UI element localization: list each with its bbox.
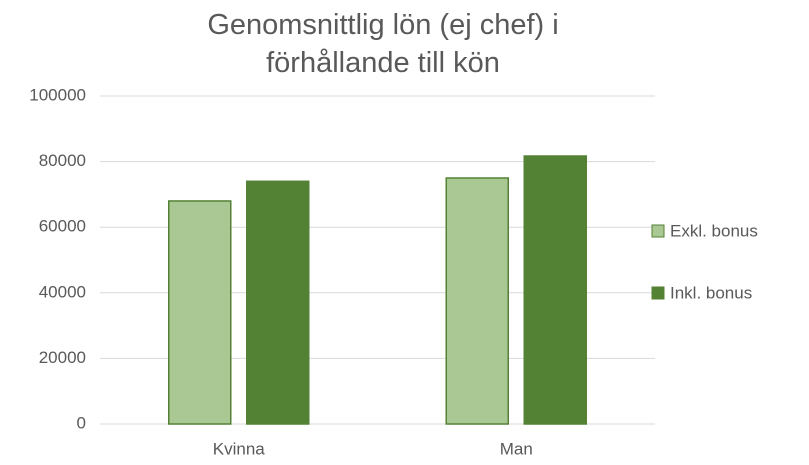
y-tick-label: 100000	[29, 85, 86, 104]
bar	[523, 155, 587, 425]
y-tick-label: 80000	[39, 151, 86, 170]
x-tick-label: Man	[500, 439, 533, 458]
y-tick-label: 0	[77, 413, 86, 432]
bar	[445, 177, 509, 425]
chart-title: Genomsnittlig lön (ej chef) i förhålland…	[207, 9, 559, 79]
bar	[246, 180, 310, 425]
x-tick-label: Kvinna	[213, 439, 266, 458]
legend-swatch	[651, 286, 665, 300]
y-tick-label: 20000	[39, 348, 86, 367]
legend-label: Inkl. bonus	[670, 283, 752, 302]
legend-label: Exkl. bonus	[670, 221, 758, 240]
y-tick-label: 40000	[39, 282, 86, 301]
legend-swatch	[651, 224, 665, 238]
bar	[168, 200, 232, 425]
y-tick-label: 60000	[39, 217, 86, 236]
